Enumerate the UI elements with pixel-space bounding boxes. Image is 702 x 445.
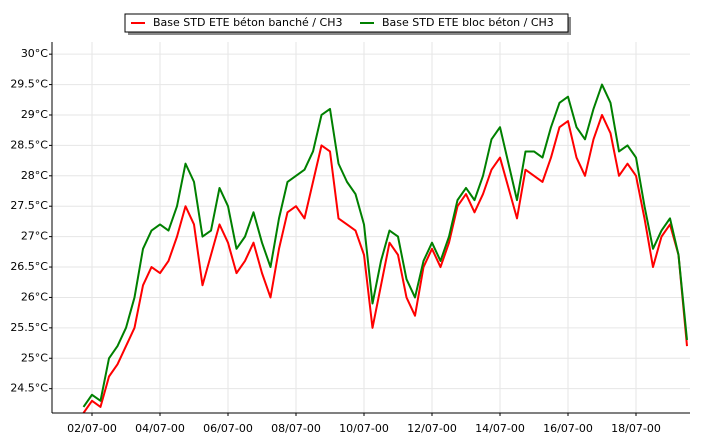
grid: [52, 42, 690, 413]
y-tick-label: 29.5°C: [10, 78, 48, 91]
y-tick-label: 28°C: [21, 169, 48, 182]
y-tick-label: 27°C: [21, 230, 48, 243]
y-tick-label: 26.5°C: [10, 260, 48, 273]
x-tick-label: 18/07-00: [611, 422, 661, 435]
x-tick-label: 16/07-00: [543, 422, 593, 435]
x-tick-label: 14/07-00: [475, 422, 525, 435]
y-tick-label: 25.5°C: [10, 321, 48, 334]
y-tick-label: 30°C: [21, 47, 48, 60]
x-tick-label: 12/07-00: [407, 422, 457, 435]
labels: 24.5°C 25°C 25.5°C 26°C 26.5°C 27°C 27.5°C 28°C…: [10, 16, 661, 435]
legend-label: Base STD ETE bloc béton / CH3: [382, 16, 554, 29]
x-tick-label: 06/07-00: [203, 422, 253, 435]
x-tick-label: 02/07-00: [67, 422, 117, 435]
series-line: [82, 113, 688, 413]
y-tick-label: 28.5°C: [10, 138, 48, 151]
x-tick-label: 04/07-00: [135, 422, 185, 435]
lines: [82, 83, 688, 413]
y-tick-label: 26°C: [21, 290, 48, 303]
legend: [124, 13, 569, 33]
x-tick-label: 10/07-00: [339, 422, 389, 435]
legend-label: Base STD ETE béton banché / CH3: [153, 16, 342, 29]
y-tick-label: 29°C: [21, 108, 48, 121]
x-tick-label: 08/07-00: [271, 422, 321, 435]
y-tick-label: 24.5°C: [10, 382, 48, 395]
series-line: [82, 83, 688, 408]
y-tick-label: 27.5°C: [10, 199, 48, 212]
y-tick-label: 25°C: [21, 351, 48, 364]
